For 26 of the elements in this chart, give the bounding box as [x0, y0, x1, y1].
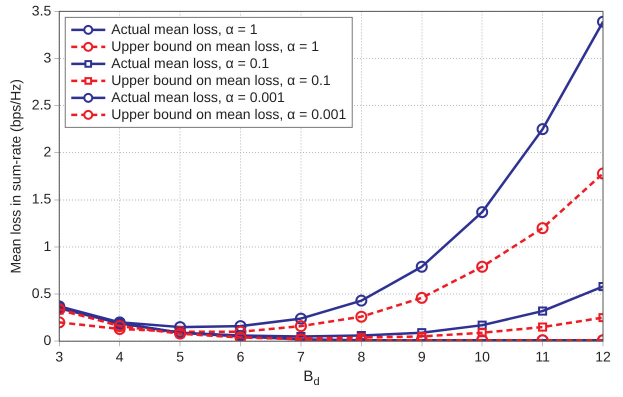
x-tick-label: 11: [535, 348, 550, 364]
y-tick-label: 0.5: [32, 284, 52, 301]
y-tick-label: 0: [43, 332, 52, 348]
legend-label: Actual mean loss, α = 0.1: [111, 54, 270, 71]
x-tick-label: 8: [357, 348, 366, 364]
y-axis-title: Mean loss in sum-rate (bps/Hz): [7, 79, 24, 274]
y-tick-label: 2.5: [32, 96, 52, 112]
legend-label: Upper bound on mean loss, α = 0.001: [111, 106, 346, 122]
x-tick-label: 5: [176, 348, 184, 364]
x-tick-label: 12: [595, 348, 611, 364]
y-tick-label: 1.5: [32, 190, 52, 207]
x-tick-label: 3: [55, 348, 64, 364]
y-tick-label: 2: [43, 144, 52, 160]
y-tick-label: 1: [43, 238, 52, 254]
x-axis-title: B$_{d}$: [302, 368, 321, 388]
legend-label: Actual mean loss, α = 0.001: [111, 88, 285, 105]
x-tick-label: 9: [418, 348, 426, 364]
x-tick-label: 10: [474, 348, 490, 364]
x-tick-label: 7: [297, 348, 306, 364]
legend-label: Upper bound on mean loss, α = 0.1: [111, 72, 331, 88]
x-tick-label: 6: [236, 348, 245, 364]
y-tick-label: 3.5: [32, 2, 52, 18]
y-tick-label: 3: [43, 49, 52, 66]
legend-label: Upper bound on mean loss, α = 1: [111, 38, 320, 54]
x-tick-label: 4: [116, 348, 124, 364]
legend-label: Actual mean loss, α = 1: [111, 20, 258, 37]
